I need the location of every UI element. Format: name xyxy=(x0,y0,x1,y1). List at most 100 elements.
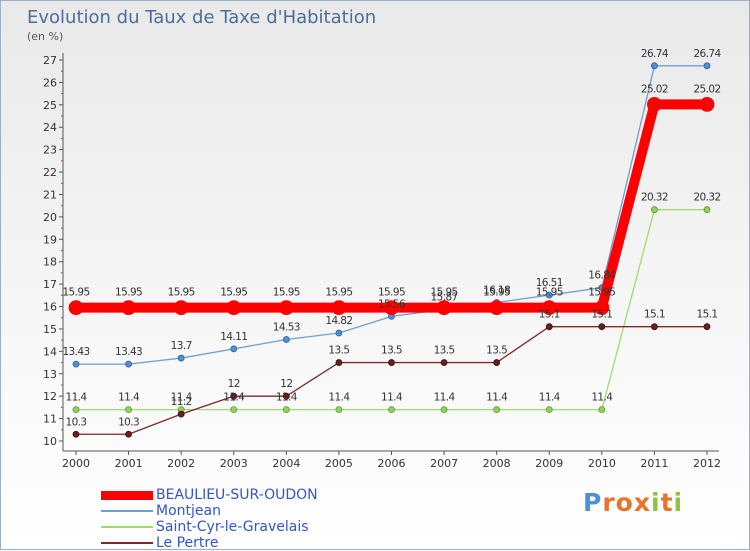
data-label: 25.02 xyxy=(641,83,668,95)
data-point xyxy=(598,406,606,414)
x-tick-label: 2007 xyxy=(430,457,458,470)
logo-letter: i xyxy=(673,488,684,517)
data-point xyxy=(335,329,343,337)
data-label: 11.4 xyxy=(381,392,403,404)
x-tick-label: 2011 xyxy=(640,457,668,470)
data-label: 26.74 xyxy=(693,48,721,60)
data-point xyxy=(177,410,185,418)
data-point xyxy=(230,392,238,400)
data-label: 15.95 xyxy=(168,287,195,299)
legend-swatch xyxy=(101,542,153,544)
proxiti-logo: Proxiti xyxy=(583,488,683,517)
legend-item: Le Pertre xyxy=(101,535,341,551)
x-tick-label: 2005 xyxy=(325,457,353,470)
logo-letter: r xyxy=(602,488,616,517)
data-label: 11.4 xyxy=(66,392,88,404)
data-point xyxy=(545,406,553,414)
data-point xyxy=(282,406,290,414)
y-tick-label: 22 xyxy=(43,166,57,179)
data-point xyxy=(68,300,84,316)
data-point xyxy=(651,62,658,70)
data-label: 11.4 xyxy=(171,392,193,404)
y-tick-label: 18 xyxy=(43,256,57,269)
data-point xyxy=(440,359,448,366)
data-point xyxy=(72,406,80,414)
data-label: 20.32 xyxy=(693,192,720,204)
y-tick-label: 27 xyxy=(43,54,57,67)
data-label: 10.3 xyxy=(66,416,87,428)
data-label: 16.51 xyxy=(536,277,563,289)
chart-unit-label: (en %) xyxy=(27,30,64,43)
data-label: 11.2 xyxy=(171,396,192,408)
data-label: 11.4 xyxy=(223,392,245,404)
data-label: 11.4 xyxy=(328,392,350,404)
y-tick-label: 13 xyxy=(43,368,57,381)
data-point xyxy=(651,323,658,331)
data-point xyxy=(703,206,711,214)
data-point xyxy=(699,96,715,112)
data-label: 13.7 xyxy=(171,340,192,352)
data-point xyxy=(335,359,343,366)
data-label: 15.1 xyxy=(539,309,560,321)
data-point xyxy=(278,300,294,316)
data-point xyxy=(335,406,343,414)
data-label: 12 xyxy=(280,378,292,390)
data-label: 15.56 xyxy=(378,298,406,310)
data-label: 10.3 xyxy=(118,416,139,428)
data-label: 11.4 xyxy=(486,392,508,404)
data-label: 15.95 xyxy=(325,287,352,299)
chart-title: Evolution du Taux de Taxe d'Habitation xyxy=(27,7,377,28)
data-label: 11.4 xyxy=(591,392,613,404)
logo-letter: t xyxy=(660,488,674,517)
y-tick-label: 16 xyxy=(43,301,57,314)
data-label: 15.95 xyxy=(115,287,142,299)
x-tick-label: 2008 xyxy=(483,457,511,470)
data-point xyxy=(177,354,185,362)
data-point xyxy=(230,406,238,414)
legend-label: Le Pertre xyxy=(156,535,219,551)
data-label: 13.43 xyxy=(115,346,142,358)
data-label: 11.4 xyxy=(434,392,456,404)
data-point xyxy=(440,406,448,414)
data-point xyxy=(493,406,501,414)
data-point xyxy=(125,430,132,438)
data-point xyxy=(489,300,505,316)
data-point xyxy=(545,323,553,331)
y-tick-label: 11 xyxy=(43,413,57,426)
data-label: 15.95 xyxy=(431,287,458,299)
data-label: 13.43 xyxy=(62,346,89,358)
data-point xyxy=(703,62,711,70)
x-tick-label: 2006 xyxy=(378,457,406,470)
data-label: 15.87 xyxy=(431,291,458,303)
y-tick-label: 12 xyxy=(43,390,57,403)
y-tick-label: 26 xyxy=(43,76,57,89)
data-point xyxy=(72,360,80,368)
x-tick-label: 2003 xyxy=(220,457,248,470)
data-point xyxy=(647,96,662,112)
data-label: 16.18 xyxy=(483,284,510,296)
data-point xyxy=(384,300,399,316)
data-label: 25.02 xyxy=(693,83,720,95)
data-point xyxy=(598,323,606,331)
data-label: 13.5 xyxy=(486,345,507,357)
data-point xyxy=(121,300,136,316)
x-tick-label: 2004 xyxy=(272,457,300,470)
data-point xyxy=(703,323,711,331)
y-tick-label: 10 xyxy=(43,435,57,448)
logo-letter: o xyxy=(615,488,634,517)
data-label: 15.1 xyxy=(697,309,718,321)
y-tick-label: 17 xyxy=(43,278,57,291)
data-label: 26.74 xyxy=(641,48,669,60)
y-tick-label: 14 xyxy=(43,345,57,358)
y-tick-label: 23 xyxy=(43,144,57,157)
x-tick-label: 2009 xyxy=(535,457,563,470)
legend-label: Saint-Cyr-le-Gravelais xyxy=(156,519,309,535)
legend-label: Montjean xyxy=(156,503,221,519)
data-label: 11.4 xyxy=(276,392,298,404)
data-label: 16.84 xyxy=(588,270,616,282)
data-label: 14.11 xyxy=(220,331,247,343)
data-label: 15.95 xyxy=(483,287,510,299)
data-point xyxy=(173,300,189,316)
